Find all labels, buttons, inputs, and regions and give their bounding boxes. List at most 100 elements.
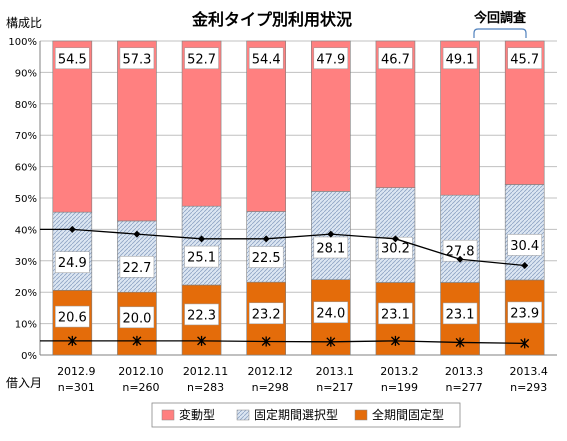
data-label-box [378, 302, 413, 325]
star-marker [67, 335, 77, 346]
data-label-box [184, 245, 219, 268]
bar-segment-kotei-sentaku [375, 187, 416, 283]
sample-size-label: n=283 [187, 381, 224, 394]
sample-size-label: n=277 [445, 381, 482, 394]
diamond-marker [456, 255, 464, 263]
y-tick-label: 20% [15, 288, 37, 299]
legend-label-hendou: 変動型 [179, 407, 215, 422]
legend-swatch-kotei-sentaku [236, 409, 250, 421]
x-tick-label: 2013.3 [445, 365, 484, 378]
legend-label-kotei-sentaku: 固定期間選択型 [254, 407, 338, 422]
bar-segment-hendou [246, 40, 286, 212]
data-label-box [313, 47, 349, 70]
data-label: 23.1 [446, 307, 475, 322]
data-label: 54.4 [252, 52, 281, 67]
data-label-box [184, 47, 219, 70]
data-label: 27.8 [446, 245, 475, 260]
diamond-marker [391, 235, 399, 243]
data-label: 30.2 [381, 242, 410, 257]
y-tick-label: 100% [8, 37, 37, 48]
data-label-box [55, 305, 90, 328]
y-tick-label: 60% [15, 163, 37, 174]
x-tick-label: 2012.9 [57, 365, 96, 378]
sample-size-label: n=217 [316, 381, 353, 394]
data-label: 20.6 [58, 311, 87, 326]
data-label: 22.7 [122, 261, 151, 276]
data-label-box [442, 302, 478, 325]
data-label: 49.1 [446, 52, 475, 67]
chart-title: 金利タイプ別利用状況 [191, 10, 352, 29]
data-label: 52.7 [187, 52, 216, 67]
sample-size-label: n=298 [252, 381, 289, 394]
data-label-box [119, 47, 155, 70]
legend-box [151, 402, 461, 428]
x-tick-label: 2012.11 [183, 365, 229, 378]
data-label-box [313, 301, 349, 324]
diamond-marker [133, 230, 141, 238]
legend: 変動型 固定期間選択型 全期間固定型 [151, 402, 461, 428]
x-tick-labels: 2012.9 n=301 2012.10 n=260 2012.11 n=283 2012.… [57, 365, 548, 394]
x-tick-label: 2013.2 [380, 365, 419, 378]
data-label-box [119, 256, 155, 278]
star-marker [132, 335, 142, 346]
star-marker [326, 336, 336, 347]
data-label-box [119, 306, 155, 329]
star-marker [261, 336, 271, 347]
bar-segment-hendou [52, 40, 93, 213]
trend-lines [40, 225, 530, 349]
data-label: 23.2 [252, 307, 281, 322]
data-label-box [442, 47, 478, 70]
bar-segment-kotei-sentaku [52, 211, 93, 291]
data-label: 46.7 [381, 52, 410, 67]
x-tick-label: 2012.12 [247, 365, 293, 378]
y-tick-labels: 0% 10% 20% 30% 40% 50% 60% 70% 80% 90% 100% [8, 37, 37, 362]
data-label: 25.1 [187, 251, 216, 266]
x-tick-label: 2013.1 [316, 365, 355, 378]
bar-segment-kotei-sentaku [440, 194, 480, 283]
data-label-box [248, 246, 284, 268]
data-label: 30.4 [510, 239, 539, 254]
data-label: 24.0 [316, 306, 345, 321]
sample-size-label: n=199 [381, 381, 418, 394]
data-label: 23.1 [381, 307, 410, 322]
data-label: 54.5 [58, 52, 87, 67]
legend-swatch-zenkikan-kotei [354, 409, 368, 421]
diamond-marker [68, 225, 76, 233]
x-tick-label: 2012.10 [118, 365, 164, 378]
star-marker [390, 335, 400, 346]
bar-segment-kotei-sentaku [181, 205, 222, 286]
sample-size-label: n=293 [510, 381, 547, 394]
y-tick-label: 0% [21, 351, 37, 362]
data-label: 47.9 [316, 52, 345, 67]
data-label: 23.9 [510, 306, 539, 321]
data-label-box [55, 251, 90, 273]
data-label-box [507, 301, 542, 324]
data-label-box [507, 234, 542, 256]
y-tick-label: 90% [15, 68, 37, 79]
annotation-bracket [473, 28, 527, 38]
diamond-marker [198, 235, 206, 243]
sample-size-label: n=260 [122, 381, 159, 394]
bars [52, 40, 545, 356]
y-tick-label: 10% [15, 320, 37, 331]
sample-size-label: n=301 [58, 381, 95, 394]
legend-swatch-hendou [161, 409, 175, 421]
data-label-box [248, 47, 284, 70]
data-label-box [248, 302, 284, 325]
data-label-box [378, 47, 413, 70]
y-axis-label: 構成比 [6, 16, 42, 30]
star-marker [520, 338, 530, 349]
bar-segment-hendou [117, 40, 157, 222]
data-label: 22.3 [187, 308, 216, 323]
x-axis-label: 借入月 [6, 376, 42, 390]
diamond-marker [521, 262, 529, 270]
y-tick-label: 70% [15, 131, 37, 142]
star-marker [455, 337, 465, 348]
data-labels: 20.6 24.9 54.5 20.0 22.7 57.3 22.3 25.1 52.7 23.2… [55, 47, 542, 329]
annotation-label: 今回調査 [473, 10, 527, 26]
x-tick-label: 2013.4 [509, 365, 548, 378]
data-label: 22.5 [252, 251, 281, 266]
data-label: 28.1 [316, 241, 345, 256]
annotation-group: 今回調査 [473, 10, 527, 38]
